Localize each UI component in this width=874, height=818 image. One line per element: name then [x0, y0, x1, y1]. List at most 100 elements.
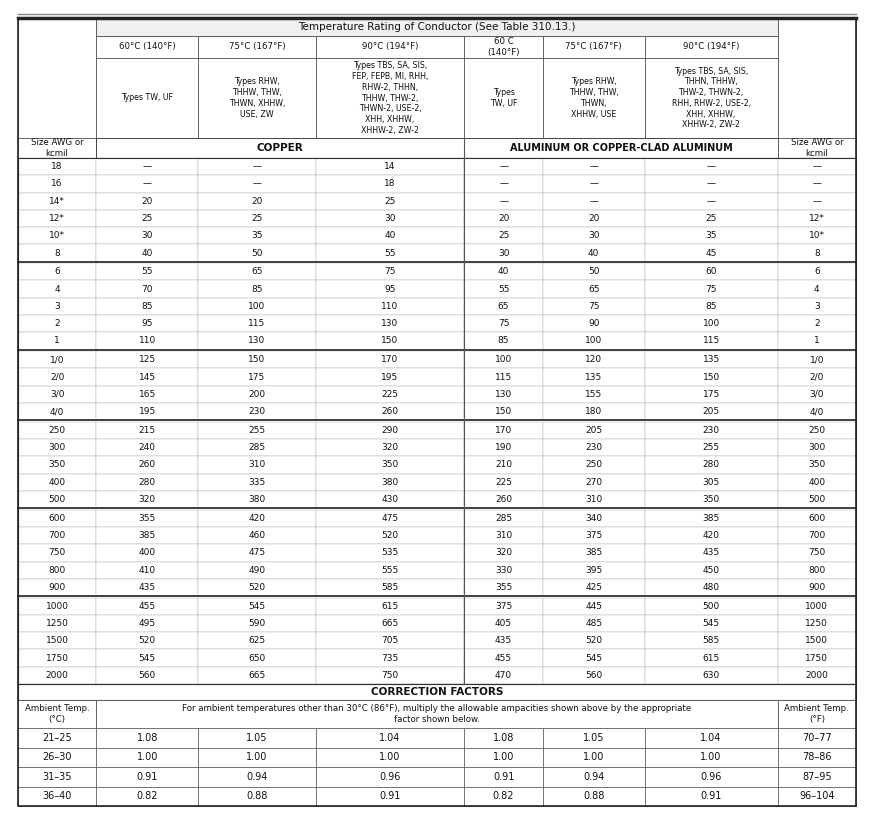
Text: —: —	[589, 196, 598, 205]
Bar	[198, 748, 316, 767]
Text: 900: 900	[808, 583, 825, 592]
Text: ALUMINUM OR COPPER-CLAD ALUMINUM: ALUMINUM OR COPPER-CLAD ALUMINUM	[510, 143, 732, 153]
Text: 280: 280	[139, 478, 156, 487]
Bar	[198, 58, 316, 138]
Text: 400: 400	[808, 478, 825, 487]
Text: —: —	[812, 179, 822, 188]
Bar	[96, 36, 198, 58]
Bar	[96, 598, 198, 615]
Bar	[96, 667, 198, 684]
Bar	[778, 227, 856, 245]
Text: 16: 16	[52, 179, 63, 188]
Bar	[778, 632, 856, 649]
Bar	[644, 227, 778, 245]
Text: 4/0: 4/0	[809, 407, 824, 416]
Text: —: —	[142, 179, 152, 188]
Bar	[18, 684, 856, 700]
Bar	[778, 510, 856, 527]
Bar	[18, 615, 96, 632]
Text: 85: 85	[705, 302, 717, 311]
Bar	[543, 439, 644, 456]
Text: 2000: 2000	[45, 671, 68, 680]
Text: 130: 130	[495, 390, 512, 399]
Text: 30: 30	[142, 231, 153, 240]
Bar	[543, 210, 644, 227]
Bar	[464, 474, 543, 491]
Text: 40: 40	[385, 231, 396, 240]
Text: 215: 215	[139, 426, 156, 435]
Bar	[778, 700, 856, 728]
Bar	[96, 544, 198, 561]
Text: 280: 280	[703, 461, 719, 470]
Text: 310: 310	[495, 531, 512, 540]
Text: —: —	[253, 162, 261, 171]
Bar	[464, 245, 543, 262]
Bar	[18, 403, 96, 420]
Text: 1.05: 1.05	[583, 733, 605, 743]
Text: 3/0: 3/0	[50, 390, 65, 399]
Text: 380: 380	[381, 478, 399, 487]
Text: 3: 3	[814, 302, 820, 311]
Bar	[18, 175, 96, 192]
Text: 0.96: 0.96	[700, 771, 722, 782]
Text: 420: 420	[248, 514, 266, 523]
Text: 1.00: 1.00	[379, 753, 400, 762]
Bar	[18, 138, 96, 158]
Bar	[464, 298, 543, 315]
Bar	[644, 351, 778, 368]
Bar	[464, 403, 543, 420]
Bar	[18, 649, 96, 667]
Text: —: —	[499, 196, 508, 205]
Bar	[96, 58, 198, 138]
Text: 320: 320	[381, 443, 399, 452]
Bar	[464, 491, 543, 508]
Text: 520: 520	[381, 531, 399, 540]
Text: 400: 400	[139, 548, 156, 557]
Bar	[316, 456, 464, 474]
Text: 55: 55	[498, 285, 510, 294]
Bar	[464, 351, 543, 368]
Text: 4: 4	[814, 285, 820, 294]
Text: 1.04: 1.04	[700, 733, 722, 743]
Bar	[316, 649, 464, 667]
Bar	[543, 767, 644, 786]
Bar	[644, 403, 778, 420]
Bar	[644, 36, 778, 58]
Text: 1750: 1750	[805, 654, 829, 663]
Bar	[464, 527, 543, 544]
Text: 12*: 12*	[809, 214, 825, 223]
Text: 150: 150	[381, 336, 399, 345]
Bar	[96, 281, 198, 298]
Text: 260: 260	[495, 495, 512, 504]
Bar	[316, 351, 464, 368]
Bar	[464, 786, 543, 806]
Text: 40: 40	[588, 249, 600, 258]
Bar	[543, 263, 644, 281]
Text: 300: 300	[808, 443, 825, 452]
Bar	[198, 439, 316, 456]
Text: 555: 555	[381, 566, 399, 575]
Text: 14*: 14*	[49, 196, 65, 205]
Text: 375: 375	[495, 602, 512, 611]
Text: 175: 175	[248, 372, 266, 381]
Text: 1.00: 1.00	[700, 753, 722, 762]
Text: 705: 705	[381, 636, 399, 645]
Text: 480: 480	[703, 583, 719, 592]
Bar	[316, 210, 464, 227]
Bar	[96, 728, 198, 748]
Bar	[18, 158, 96, 175]
Bar	[198, 632, 316, 649]
Text: 430: 430	[381, 495, 399, 504]
Bar	[778, 748, 856, 767]
Text: 55: 55	[385, 249, 396, 258]
Bar	[644, 456, 778, 474]
Text: 1.04: 1.04	[379, 733, 400, 743]
Text: 65: 65	[251, 267, 262, 276]
Text: 2: 2	[54, 319, 60, 328]
Bar	[96, 210, 198, 227]
Bar	[543, 579, 644, 596]
Bar	[198, 579, 316, 596]
Text: 195: 195	[381, 372, 399, 381]
Text: 18: 18	[52, 162, 63, 171]
Text: 250: 250	[585, 461, 602, 470]
